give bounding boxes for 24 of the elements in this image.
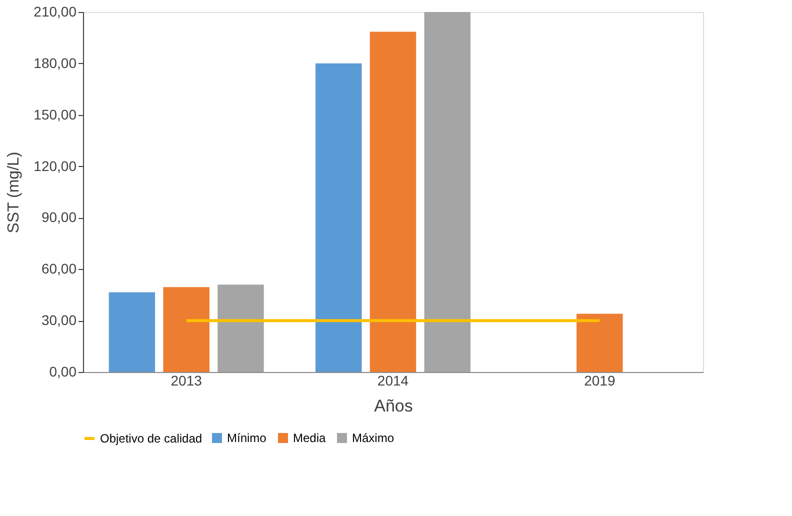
x-tick-label: 2014: [377, 372, 409, 388]
bar: [163, 287, 210, 372]
y-tick-label: 210,00: [34, 4, 77, 20]
y-tick-label: 60,00: [41, 260, 77, 277]
y-tick-label: 120,00: [34, 158, 77, 174]
legend-label: Media: [293, 431, 326, 445]
legend-label: Máximo: [352, 431, 394, 445]
bar: [424, 12, 470, 372]
x-tick-label: 2013: [170, 372, 202, 388]
bar: [576, 314, 623, 372]
y-tick-label: 90,00: [41, 209, 77, 226]
y-tick-label: 150,00: [34, 106, 77, 122]
bar: [370, 32, 416, 372]
y-tick-label: 30,00: [41, 312, 77, 328]
legend-label: Mínimo: [227, 431, 267, 445]
x-axis-title: Años: [374, 396, 413, 416]
bar: [108, 292, 156, 372]
x-tick-label: 2019: [584, 372, 616, 388]
bar: [316, 63, 362, 372]
y-axis-title: SST (mg/L): [6, 152, 23, 234]
legend-label: Objetivo de calidad: [100, 432, 202, 446]
bar: [218, 284, 264, 372]
y-tick-label: 180,00: [34, 54, 77, 71]
y-tick-label: 0,00: [49, 364, 77, 380]
